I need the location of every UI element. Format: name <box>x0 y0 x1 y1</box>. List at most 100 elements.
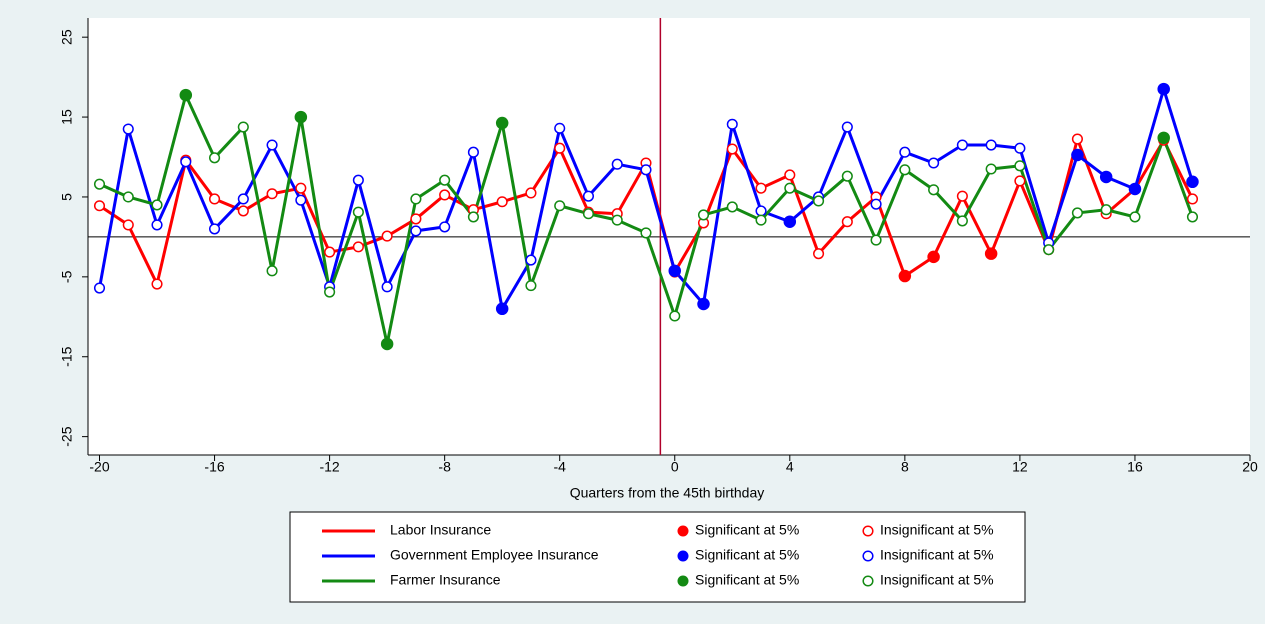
insignificant-marker <box>1129 211 1141 223</box>
significant-marker <box>984 247 998 260</box>
insignificant-marker <box>410 213 422 225</box>
legend-label: Significant at 5% <box>695 547 799 563</box>
insignificant-marker <box>813 195 825 207</box>
insignificant-marker <box>985 163 997 175</box>
insignificant-marker <box>928 157 940 169</box>
insignificant-marker <box>582 190 595 202</box>
insignificant-marker <box>324 286 336 298</box>
insignificant-marker <box>237 193 249 205</box>
y-tick-label: -25 <box>59 426 75 446</box>
insignificant-marker <box>525 280 537 292</box>
insignificant-marker <box>899 164 911 176</box>
insignificant-marker <box>1071 207 1083 219</box>
legend-significant-marker <box>677 525 689 537</box>
insignificant-marker <box>1014 160 1026 172</box>
insignificant-marker <box>122 219 134 231</box>
insignificant-marker <box>439 221 451 233</box>
x-tick-label: 16 <box>1127 459 1143 475</box>
insignificant-marker <box>640 164 652 176</box>
insignificant-marker <box>209 152 221 164</box>
insignificant-marker <box>352 174 364 186</box>
significant-marker <box>697 297 710 311</box>
insignificant-marker <box>93 200 106 212</box>
insignificant-marker <box>784 182 796 194</box>
legend-label: Government Employee Insurance <box>390 547 599 563</box>
insignificant-marker <box>439 174 451 186</box>
insignificant-marker <box>122 123 134 135</box>
insignificant-marker <box>151 278 163 290</box>
insignificant-marker <box>554 122 566 134</box>
significant-marker <box>783 215 797 228</box>
insignificant-marker <box>209 223 221 235</box>
insignificant-marker <box>381 281 393 293</box>
legend-significant-marker <box>677 550 689 562</box>
significant-marker <box>1186 175 1199 189</box>
insignificant-marker <box>899 146 911 158</box>
insignificant-marker <box>266 139 278 151</box>
y-tick-label: -5 <box>59 270 75 283</box>
y-tick-label: 15 <box>59 109 75 125</box>
insignificant-marker <box>180 156 192 168</box>
legend-label: Significant at 5% <box>695 522 799 538</box>
x-tick-label: 8 <box>901 459 909 475</box>
insignificant-marker <box>1186 211 1199 223</box>
insignificant-marker <box>956 190 968 202</box>
insignificant-marker <box>726 118 738 130</box>
legend-insignificant-marker <box>862 525 874 537</box>
x-tick-label: 20 <box>1242 459 1258 475</box>
insignificant-marker <box>554 200 566 212</box>
legend-label: Farmer Insurance <box>390 572 501 588</box>
x-tick-label: -8 <box>438 459 451 475</box>
legend-label: Significant at 5% <box>695 572 799 588</box>
insignificant-marker <box>122 191 134 203</box>
x-tick-label: 0 <box>671 459 679 475</box>
legend-label: Insignificant at 5% <box>880 547 994 563</box>
significant-marker <box>1157 82 1170 96</box>
y-tick-label: -15 <box>59 346 75 366</box>
insignificant-marker <box>985 139 997 151</box>
legend-insignificant-marker <box>862 550 874 562</box>
insignificant-marker <box>410 225 422 237</box>
insignificant-marker <box>467 211 479 223</box>
significant-marker <box>668 264 682 278</box>
insignificant-marker <box>381 230 393 242</box>
significant-marker <box>1128 182 1142 196</box>
insignificant-marker <box>870 198 882 210</box>
insignificant-marker <box>151 199 163 211</box>
legend-significant-marker <box>677 575 689 587</box>
insignificant-marker <box>467 146 479 158</box>
insignificant-marker <box>841 121 853 133</box>
y-tick-label: 25 <box>59 29 75 45</box>
insignificant-marker <box>1071 133 1083 145</box>
insignificant-marker <box>611 158 623 170</box>
x-tick-label: 4 <box>786 459 794 475</box>
significant-marker <box>1157 131 1170 145</box>
insignificant-marker <box>237 205 249 217</box>
insignificant-marker <box>1186 193 1199 205</box>
significant-marker <box>1071 148 1084 162</box>
insignificant-marker <box>266 265 278 277</box>
significant-marker <box>179 88 193 102</box>
insignificant-marker <box>439 189 451 201</box>
insignificant-marker <box>669 310 681 322</box>
insignificant-marker <box>640 227 652 239</box>
insignificant-marker <box>93 178 106 190</box>
legend-label: Insignificant at 5% <box>880 522 994 538</box>
insignificant-marker <box>841 216 853 228</box>
insignificant-marker <box>525 254 537 266</box>
legend-label: Labor Insurance <box>390 522 491 538</box>
insignificant-marker <box>352 241 364 253</box>
insignificant-marker <box>209 193 221 205</box>
insignificant-marker <box>611 214 623 226</box>
insignificant-marker <box>352 206 364 218</box>
x-tick-label: -12 <box>319 459 339 475</box>
insignificant-marker <box>496 196 508 208</box>
legend <box>289 511 1026 603</box>
insignificant-marker <box>1043 244 1055 256</box>
insignificant-marker <box>1014 142 1026 154</box>
significant-marker <box>495 116 509 130</box>
insignificant-marker <box>1100 204 1112 216</box>
significant-marker <box>1099 170 1113 184</box>
insignificant-marker <box>525 187 537 199</box>
